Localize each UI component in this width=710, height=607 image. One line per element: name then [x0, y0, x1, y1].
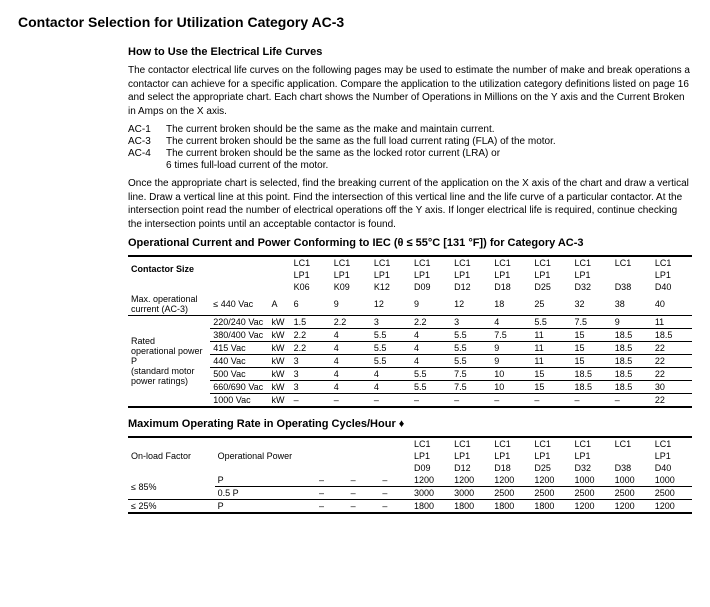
para-1: The contactor electrical life curves on …: [128, 64, 692, 118]
hdr-cell: LC1: [612, 256, 652, 269]
howto-heading: How to Use the Electrical Life Curves: [128, 46, 692, 58]
para-2: Once the appropriate chart is selected, …: [128, 177, 692, 231]
hdr-cell: LC1: [451, 256, 491, 269]
def-key: AC-3: [128, 136, 166, 147]
hdr-cell: LC1: [491, 256, 531, 269]
table2-heading: Maximum Operating Rate in Operating Cycl…: [128, 418, 692, 430]
hdr-cell: LC1: [371, 256, 411, 269]
hdr-cell: LC1: [652, 256, 692, 269]
hdr-cell: LC1: [411, 256, 451, 269]
hdr-cell: LC1: [291, 256, 331, 269]
hdr-cell: LC1: [331, 256, 371, 269]
operating-rate-table: On-load FactorOperational PowerLC1LC1LC1…: [128, 436, 692, 514]
ac-definitions: AC-1The current broken should be the sam…: [128, 124, 692, 171]
def-value: 6 times full-load current of the motor.: [166, 160, 692, 171]
def-value: The current broken should be the same as…: [166, 136, 692, 147]
operational-current-table: Contactor SizeLC1LC1LC1LC1LC1LC1LC1LC1LC…: [128, 255, 692, 408]
def-key: [128, 160, 166, 171]
table1-heading: Operational Current and Power Conforming…: [128, 237, 692, 249]
hdr-cell: LC1: [572, 256, 612, 269]
def-key: AC-4: [128, 148, 166, 159]
page-title: Contactor Selection for Utilization Cate…: [18, 14, 692, 30]
hdr-cell: LC1: [531, 256, 571, 269]
def-value: The current broken should be the same as…: [166, 148, 692, 159]
def-value: The current broken should be the same as…: [166, 124, 692, 135]
def-key: AC-1: [128, 124, 166, 135]
